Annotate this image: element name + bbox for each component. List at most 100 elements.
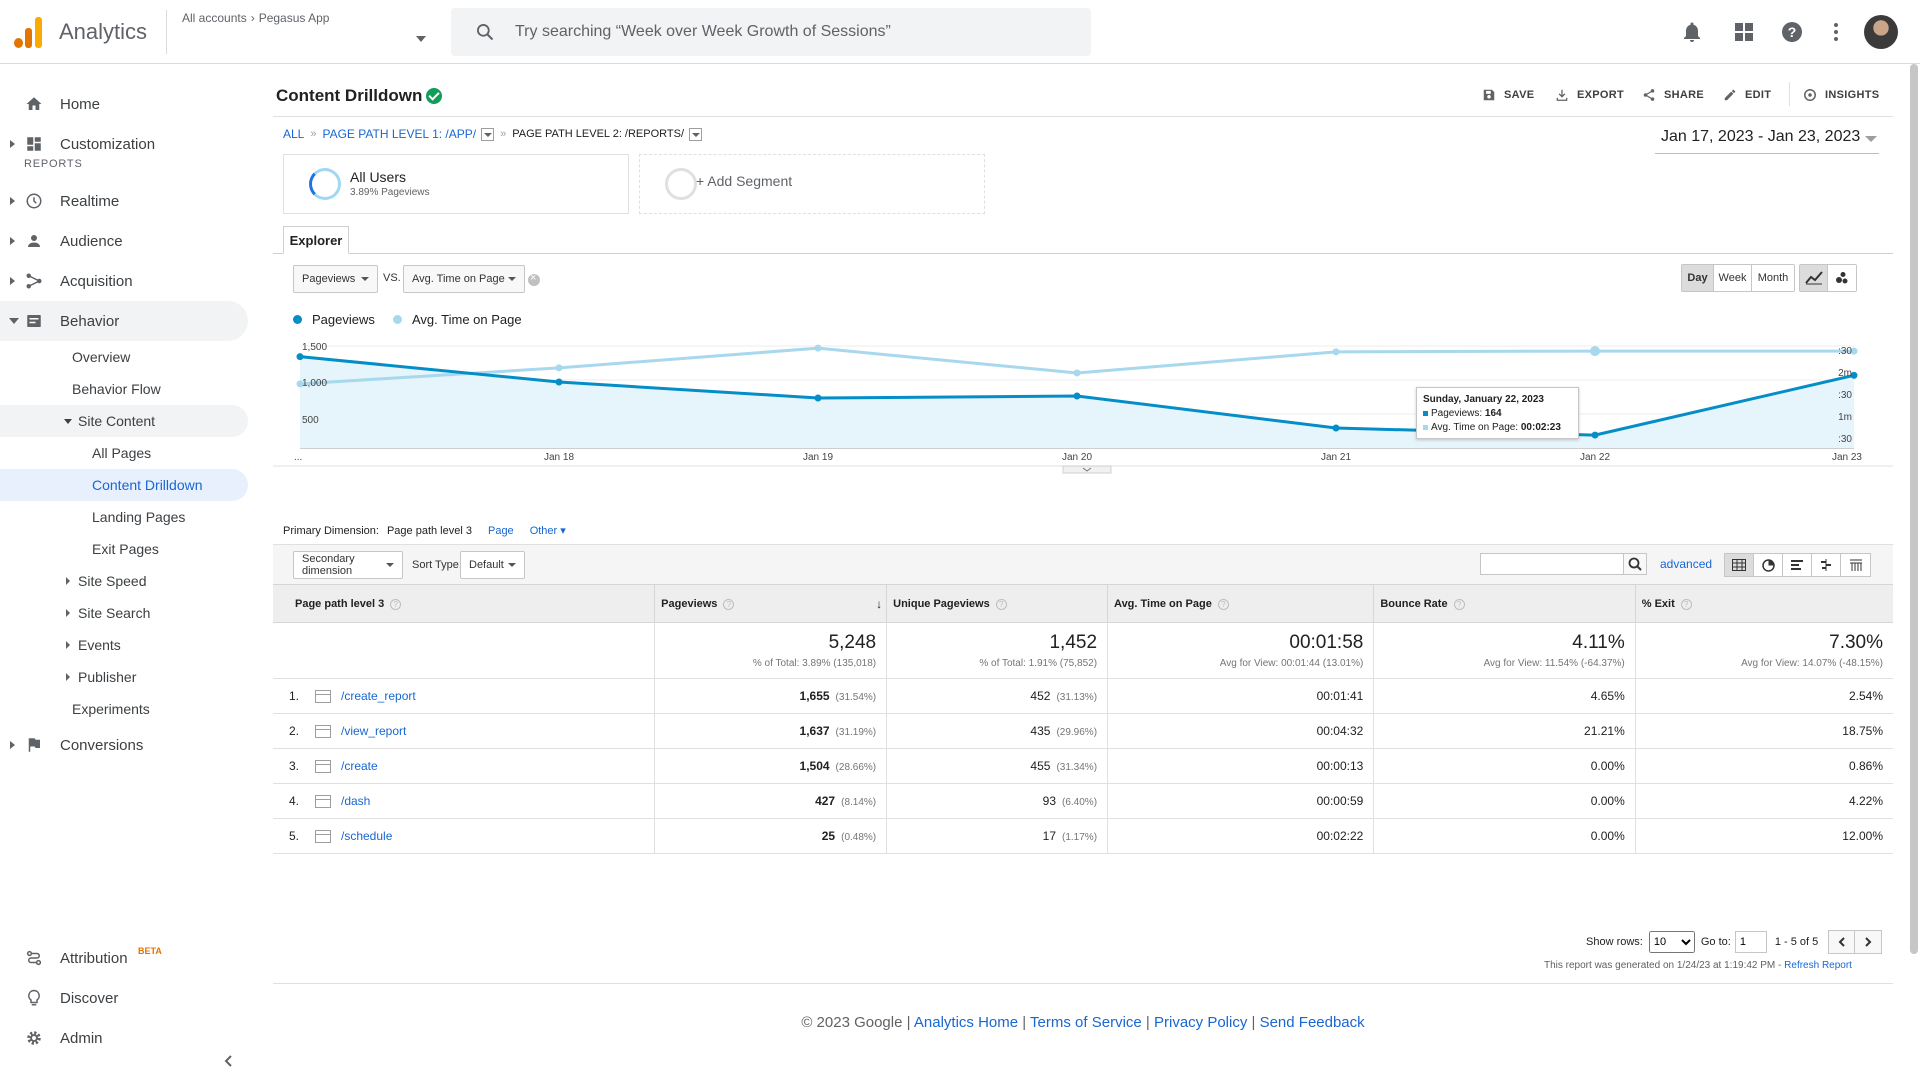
page-path-link[interactable]: /schedule bbox=[341, 828, 393, 843]
breadcrumb-level1[interactable]: PAGE PATH LEVEL 1: /app/ bbox=[322, 127, 477, 141]
sidebar-item-site-speed[interactable]: Site Speed bbox=[0, 565, 248, 597]
advanced-filter-link[interactable]: advanced bbox=[1660, 557, 1713, 571]
more-vert-icon[interactable] bbox=[1824, 20, 1848, 44]
pivot-view-button[interactable] bbox=[1841, 554, 1870, 576]
sidebar-item-attribution[interactable]: Attribution BETA bbox=[0, 938, 248, 978]
page-icon[interactable] bbox=[315, 760, 331, 774]
search-bar[interactable] bbox=[451, 8, 1091, 56]
page-path-link[interactable]: /dash bbox=[341, 793, 371, 808]
search-input[interactable] bbox=[515, 8, 1075, 56]
legend-pageviews[interactable]: Pageviews bbox=[293, 312, 375, 327]
scrollbar[interactable] bbox=[1910, 64, 1918, 954]
chevron-down-icon[interactable] bbox=[481, 127, 495, 141]
pie-view-button[interactable] bbox=[1754, 554, 1783, 576]
sidebar-item-content-drilldown[interactable]: Content Drilldown bbox=[0, 469, 248, 501]
clear-metric-icon[interactable] bbox=[528, 272, 540, 286]
help-icon[interactable]: ? bbox=[1217, 598, 1229, 610]
week-button[interactable]: Week bbox=[1714, 265, 1752, 291]
column-header-page-path[interactable]: Page path level 3? bbox=[273, 584, 656, 623]
show-rows-select[interactable]: 10 bbox=[1648, 931, 1695, 953]
page-icon[interactable] bbox=[315, 795, 331, 809]
page-path-link[interactable]: /create_report bbox=[341, 688, 416, 703]
sidebar-item-events[interactable]: Events bbox=[0, 629, 248, 661]
analytics-logo[interactable] bbox=[14, 16, 44, 48]
line-chart-button[interactable] bbox=[1800, 265, 1828, 291]
legend-avg-time[interactable]: Avg. Time on Page bbox=[393, 312, 522, 327]
goto-input[interactable] bbox=[1734, 931, 1767, 953]
avatar[interactable] bbox=[1864, 15, 1898, 49]
account-selector[interactable]: All accounts › Pegasus App bbox=[182, 11, 329, 25]
insights-button[interactable]: INSIGHTS bbox=[1803, 88, 1879, 102]
help-icon[interactable]: ? bbox=[1680, 598, 1692, 610]
table-search-button[interactable] bbox=[1623, 553, 1647, 575]
sidebar-item-behavior-flow[interactable]: Behavior Flow bbox=[72, 373, 161, 405]
sidebar-item-discover[interactable]: Discover bbox=[0, 978, 248, 1018]
collapse-sidebar-icon[interactable] bbox=[222, 1054, 236, 1068]
page-path-link[interactable]: /create bbox=[341, 758, 378, 773]
help-icon[interactable]: ? bbox=[723, 598, 735, 610]
sidebar-item-overview[interactable]: Overview bbox=[72, 341, 130, 373]
primary-dimension-other-link[interactable]: Other ▾ bbox=[529, 525, 566, 537]
sidebar-item-conversions[interactable]: Conversions bbox=[0, 725, 248, 765]
page-path-link[interactable]: /view_report bbox=[341, 723, 407, 738]
column-header-bounce-rate[interactable]: Bounce Rate? bbox=[1373, 584, 1636, 623]
breadcrumb-all[interactable]: ALL bbox=[283, 127, 305, 141]
apps-grid-icon[interactable] bbox=[1732, 20, 1756, 44]
sidebar-item-realtime[interactable]: Realtime bbox=[0, 181, 248, 221]
sidebar-item-home[interactable]: Home bbox=[0, 84, 248, 124]
edit-button[interactable]: EDIT bbox=[1723, 88, 1771, 102]
export-button[interactable]: EXPORT bbox=[1555, 88, 1624, 102]
chevron-down-icon[interactable] bbox=[1865, 136, 1877, 142]
metric1-select[interactable]: Pageviews bbox=[293, 265, 378, 293]
column-header-unique-pageviews[interactable]: Unique Pageviews? bbox=[886, 584, 1109, 623]
account-dropdown-icon[interactable] bbox=[416, 36, 426, 42]
bell-icon[interactable] bbox=[1680, 20, 1704, 44]
sidebar-item-site-content[interactable]: Site Content bbox=[0, 405, 248, 437]
table-search-input[interactable] bbox=[1480, 553, 1624, 575]
prev-page-button[interactable] bbox=[1829, 931, 1856, 953]
month-button[interactable]: Month bbox=[1752, 265, 1794, 291]
segment-all-users[interactable]: All Users 3.89% Pageviews bbox=[283, 154, 629, 214]
feedback-link[interactable]: Send Feedback bbox=[1259, 1014, 1365, 1031]
column-header-avg-time[interactable]: Avg. Time on Page? bbox=[1107, 584, 1375, 623]
table-view-button[interactable] bbox=[1725, 554, 1754, 576]
sidebar-item-exit-pages[interactable]: Exit Pages bbox=[92, 533, 159, 565]
column-header-pageviews[interactable]: Pageviews? ↓ bbox=[654, 584, 888, 623]
privacy-link[interactable]: Privacy Policy bbox=[1153, 1014, 1248, 1031]
refresh-report-link[interactable]: Refresh Report bbox=[1784, 960, 1852, 971]
sidebar-item-experiments[interactable]: Experiments bbox=[72, 693, 150, 725]
motion-chart-button[interactable] bbox=[1828, 265, 1856, 291]
page-icon[interactable] bbox=[315, 690, 331, 704]
comparison-view-button[interactable] bbox=[1812, 554, 1841, 576]
metric2-select[interactable]: Avg. Time on Page bbox=[403, 265, 525, 293]
add-segment-button[interactable]: + Add Segment bbox=[639, 154, 985, 214]
sidebar-item-audience[interactable]: Audience bbox=[0, 221, 248, 261]
sidebar-item-site-search[interactable]: Site Search bbox=[0, 597, 248, 629]
sidebar-item-landing-pages[interactable]: Landing Pages bbox=[92, 501, 185, 533]
help-icon[interactable]: ? bbox=[390, 598, 402, 610]
performance-view-button[interactable] bbox=[1783, 554, 1812, 576]
save-button[interactable]: SAVE bbox=[1482, 88, 1534, 102]
help-icon[interactable]: ? bbox=[995, 598, 1007, 610]
sidebar-item-behavior[interactable]: Behavior bbox=[0, 301, 248, 341]
help-icon[interactable]: ? bbox=[1453, 598, 1465, 610]
share-button[interactable]: SHARE bbox=[1642, 88, 1704, 102]
primary-dimension-page-link[interactable]: Page bbox=[487, 524, 514, 537]
day-button[interactable]: Day bbox=[1682, 265, 1714, 291]
tab-explorer[interactable]: Explorer bbox=[283, 226, 349, 254]
analytics-home-link[interactable]: Analytics Home bbox=[913, 1014, 1019, 1031]
sidebar-item-admin[interactable]: Admin bbox=[0, 1018, 248, 1058]
sidebar-item-acquisition[interactable]: Acquisition bbox=[0, 261, 248, 301]
sidebar-item-customization[interactable]: Customization bbox=[0, 124, 248, 164]
date-range-picker[interactable]: Jan 17, 2023 - Jan 23, 2023 bbox=[1661, 128, 1861, 145]
terms-link[interactable]: Terms of Service bbox=[1030, 1014, 1142, 1031]
sidebar-item-publisher[interactable]: Publisher bbox=[0, 661, 248, 693]
page-icon[interactable] bbox=[315, 725, 331, 739]
chevron-down-icon[interactable] bbox=[689, 127, 703, 141]
secondary-dimension-select[interactable]: Secondary dimension bbox=[293, 551, 403, 579]
next-page-button[interactable] bbox=[1855, 931, 1882, 953]
help-icon[interactable]: ? bbox=[1780, 20, 1804, 44]
page-icon[interactable] bbox=[315, 830, 331, 844]
line-chart[interactable]: 1,500 1,000 500:30 2m:30 1m:30... Jan 18 Jan 1… bbox=[273, 326, 1893, 566]
column-header-exit[interactable]: % Exit? bbox=[1635, 584, 1893, 623]
